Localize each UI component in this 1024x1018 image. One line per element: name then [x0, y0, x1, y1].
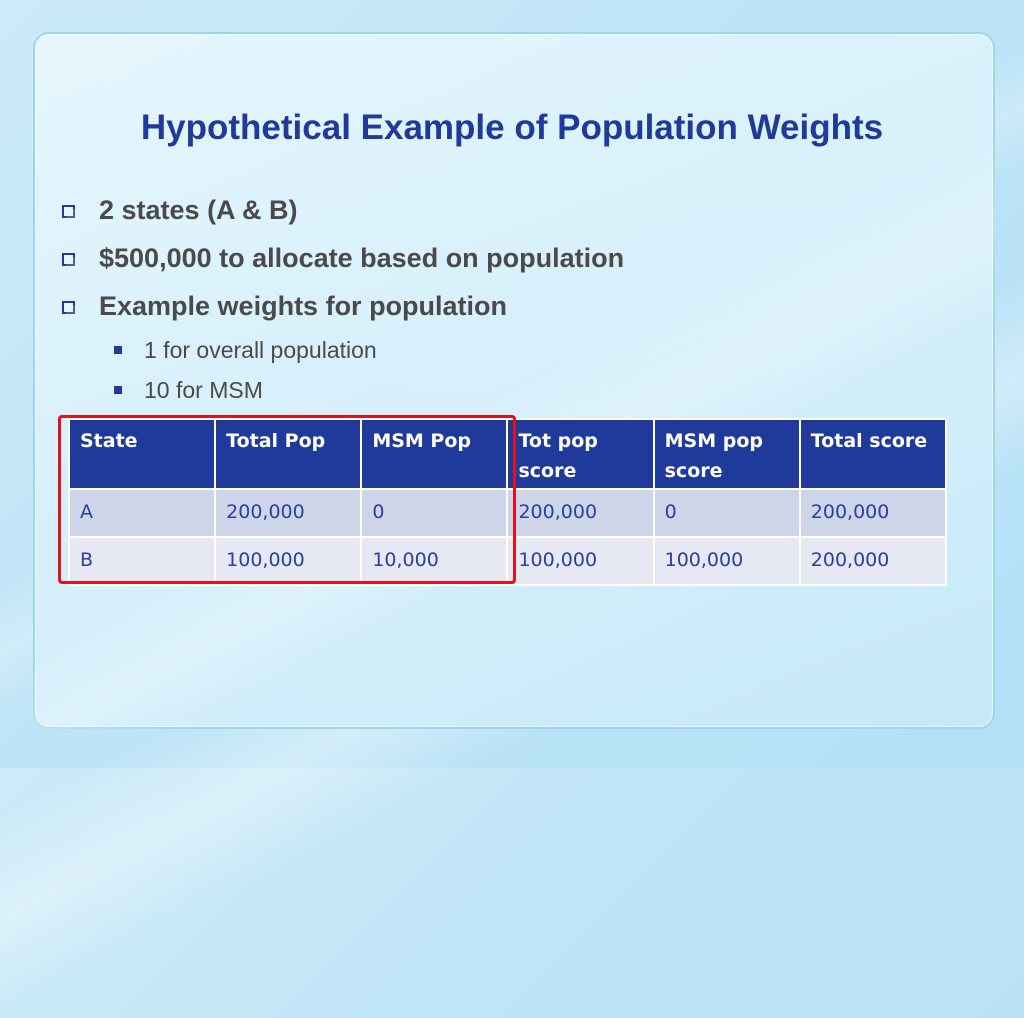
table-header-row: State Total Pop MSM Pop Tot pop score MS… — [67, 418, 948, 490]
header-total-pop: Total Pop — [214, 418, 363, 490]
table-cell: 200,000 — [798, 536, 948, 586]
table-cell: 100,000 — [652, 536, 801, 586]
table-cell: 0 — [360, 488, 509, 538]
checkbox-bullet-icon — [62, 204, 75, 218]
population-weights-table: State Total Pop MSM Pop Tot pop score MS… — [67, 418, 948, 586]
header-msm-pop: MSM Pop — [360, 418, 509, 490]
slide-title: Hypothetical Example of Population Weigh… — [140, 108, 884, 147]
sub-bullet-item: 1 for overall population — [114, 330, 624, 370]
sub-bullet-text: 10 for MSM — [144, 376, 263, 403]
table-row: A 200,000 0 200,000 0 200,000 — [67, 488, 948, 538]
bullet-list: 2 states (A & B) $500,000 to allocate ba… — [62, 186, 624, 410]
bullet-text: $500,000 to allocate based on population — [99, 242, 625, 273]
table-cell: 10,000 — [360, 536, 509, 586]
checkbox-bullet-icon — [62, 252, 75, 266]
header-total-score: Total score — [798, 418, 948, 490]
sub-bullet-text: 1 for overall population — [144, 336, 377, 363]
bullet-item: $500,000 to allocate based on population — [62, 234, 624, 282]
header-state: State — [67, 418, 217, 490]
bullet-text: 2 states (A & B) — [99, 194, 298, 225]
table-cell: 0 — [652, 488, 801, 538]
table-row: B 100,000 10,000 100,000 100,000 200,000 — [67, 536, 948, 586]
bullet-text: Example weights for population — [99, 290, 508, 321]
checkbox-bullet-icon — [62, 300, 75, 314]
table-cell: 200,000 — [506, 488, 655, 538]
table-cell: 200,000 — [798, 488, 948, 538]
header-tot-pop-score: Tot pop score — [506, 418, 655, 490]
slide-panel — [33, 32, 995, 729]
bullet-item: Example weights for population — [62, 282, 624, 330]
square-bullet-icon — [114, 346, 122, 354]
table-cell: A — [67, 488, 217, 538]
table-cell: 100,000 — [506, 536, 655, 586]
table-cell: B — [67, 536, 217, 586]
table-cell: 100,000 — [214, 536, 363, 586]
header-msm-pop-score: MSM pop score — [652, 418, 801, 490]
sub-bullet-item: 10 for MSM — [114, 370, 624, 410]
table-cell: 200,000 — [214, 488, 363, 538]
square-bullet-icon — [114, 386, 122, 394]
bullet-item: 2 states (A & B) — [62, 186, 624, 234]
